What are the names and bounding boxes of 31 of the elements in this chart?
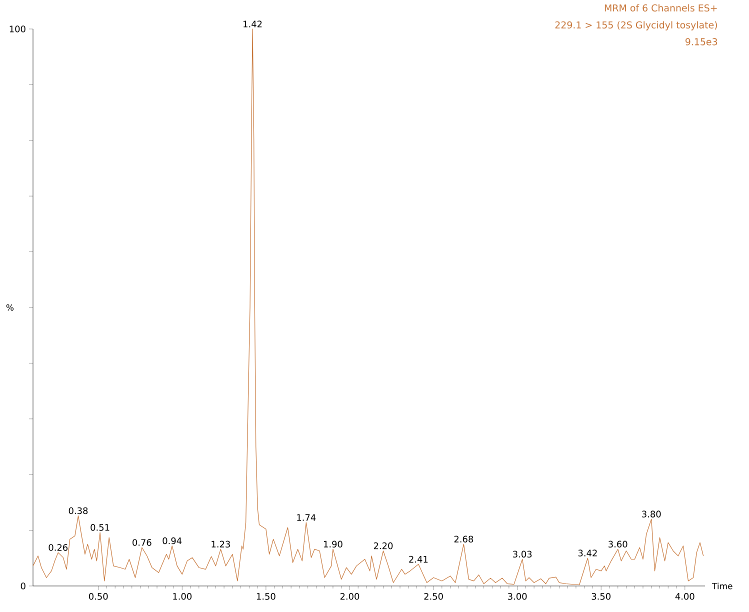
chart-title: MRM of 6 Channels ES+ <box>604 4 717 12</box>
annotation: 2.68 <box>454 536 474 543</box>
annotation: 1.74 <box>297 514 316 521</box>
annotation: 0.26 <box>48 544 68 551</box>
x-tick-label: 3.00 <box>508 593 527 600</box>
annotation: 3.42 <box>578 550 597 556</box>
x-tick-label: 1.00 <box>173 593 192 600</box>
annotation: 2.20 <box>374 542 393 550</box>
x-tick-label: 3.50 <box>592 593 610 600</box>
x-tick-label: 2.50 <box>424 593 443 600</box>
y-tick-label: 100 <box>10 26 26 32</box>
annotation: 9.15e3 <box>685 38 718 46</box>
x-tick-label: 4.00 <box>675 593 694 600</box>
annotation: 0.51 <box>90 524 110 531</box>
annotation: 2.41 <box>409 556 428 563</box>
annotation: 3.80 <box>642 510 661 518</box>
x-tick-label: 2.00 <box>340 593 360 600</box>
x-tick-label: 0.50 <box>88 593 108 600</box>
x-tick-label: 1.50 <box>256 593 276 600</box>
chart-subtitle: 229.1 > 155 (2S Glycidyl tosylate) <box>555 21 717 30</box>
annotation: 0.94 <box>162 537 182 544</box>
annotation: 3.03 <box>513 550 532 558</box>
annotation: 1.90 <box>324 540 342 548</box>
annotation: 1.23 <box>212 540 230 548</box>
x-axis-title: Time <box>712 582 732 590</box>
y-axis-title: % <box>6 304 14 311</box>
annotation: 0.76 <box>132 539 152 546</box>
annotation: 0.38 <box>68 507 88 514</box>
annotation: 3.60 <box>608 540 628 548</box>
y-tick-label: 0 <box>20 582 26 590</box>
annotation: 1.42 <box>244 20 262 28</box>
